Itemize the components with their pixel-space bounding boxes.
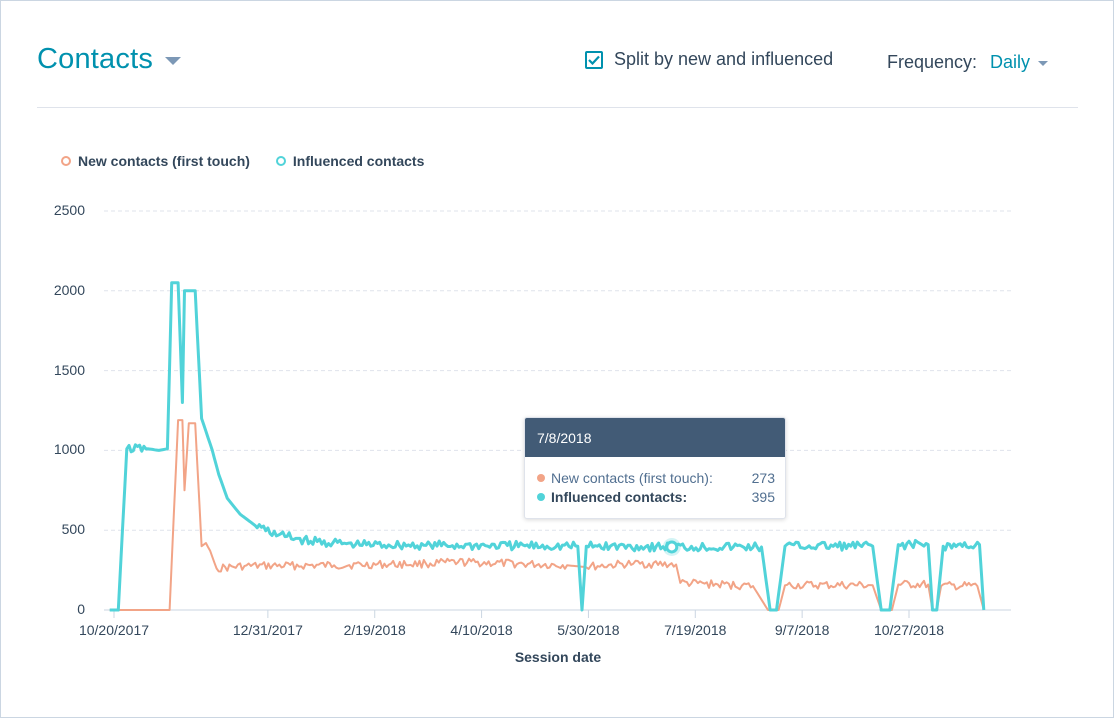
series-dot-icon [537, 493, 545, 501]
report-title: Contacts [37, 43, 154, 75]
series-dot-icon [537, 474, 545, 482]
x-tick-label: 9/7/2018 [774, 622, 830, 638]
y-tick-label: 0 [77, 601, 85, 617]
x-tick-label: 10/20/2017 [78, 622, 150, 638]
x-tick-label: 10/27/2018 [873, 622, 945, 638]
split-checkbox[interactable] [585, 50, 603, 69]
y-tick-label: 2000 [53, 281, 85, 298]
frequency-dropdown[interactable]: Daily [990, 52, 1049, 73]
legend-label: Influenced contacts [292, 153, 425, 169]
chart-tooltip: 7/8/2018 New contacts (first touch): 273… [524, 417, 786, 519]
caret-down-icon [1038, 61, 1049, 66]
frequency-control: Frequency: Daily [887, 52, 1049, 73]
frequency-label: Frequency: [887, 52, 978, 72]
y-tick-label: 2500 [53, 202, 85, 218]
caret-down-icon [165, 56, 182, 65]
x-tick-label: 5/30/2018 [557, 622, 620, 638]
checkmark-icon [588, 55, 600, 65]
tooltip-date: 7/8/2018 [525, 418, 785, 457]
tooltip-row-new: New contacts (first touch): 273 [537, 470, 775, 486]
report-header: Contacts Split by new and influenced Fre… [37, 41, 1077, 81]
y-tick-label: 1000 [53, 441, 85, 458]
frequency-value: Daily [990, 52, 1031, 72]
chart-legend: New contacts (first touch) Influenced co… [61, 153, 450, 169]
report-title-dropdown[interactable]: Contacts [37, 43, 182, 76]
x-tick-label: 7/19/2018 [664, 622, 727, 638]
split-label: Split by new and influenced [614, 49, 834, 69]
y-tick-label: 500 [61, 521, 85, 538]
legend-item-influenced-contacts[interactable]: Influenced contacts [275, 153, 425, 169]
x-tick-label: 2/19/2018 [343, 622, 406, 638]
y-tick-label: 1500 [53, 361, 85, 378]
split-toggle[interactable]: Split by new and influenced [585, 49, 833, 70]
tooltip-value: 273 [751, 470, 775, 486]
legend-label: New contacts (first touch) [78, 153, 250, 169]
header-divider [37, 107, 1078, 108]
hover-point [665, 540, 679, 554]
tooltip-label: Influenced contacts: [551, 489, 688, 505]
series-line [109, 419, 985, 611]
x-tick-label: 12/31/2017 [232, 622, 303, 638]
legend-marker-icon [275, 156, 286, 166]
tooltip-label: New contacts (first touch): [551, 470, 713, 486]
x-axis-label: Session date [514, 649, 602, 665]
x-tick-label: 4/10/2018 [450, 622, 513, 638]
legend-item-new-contacts[interactable]: New contacts (first touch) [61, 153, 250, 169]
tooltip-row-influenced: Influenced contacts: 395 [537, 489, 775, 505]
tooltip-value: 395 [751, 489, 775, 505]
legend-marker-icon [61, 156, 71, 166]
series-line [109, 281, 986, 612]
